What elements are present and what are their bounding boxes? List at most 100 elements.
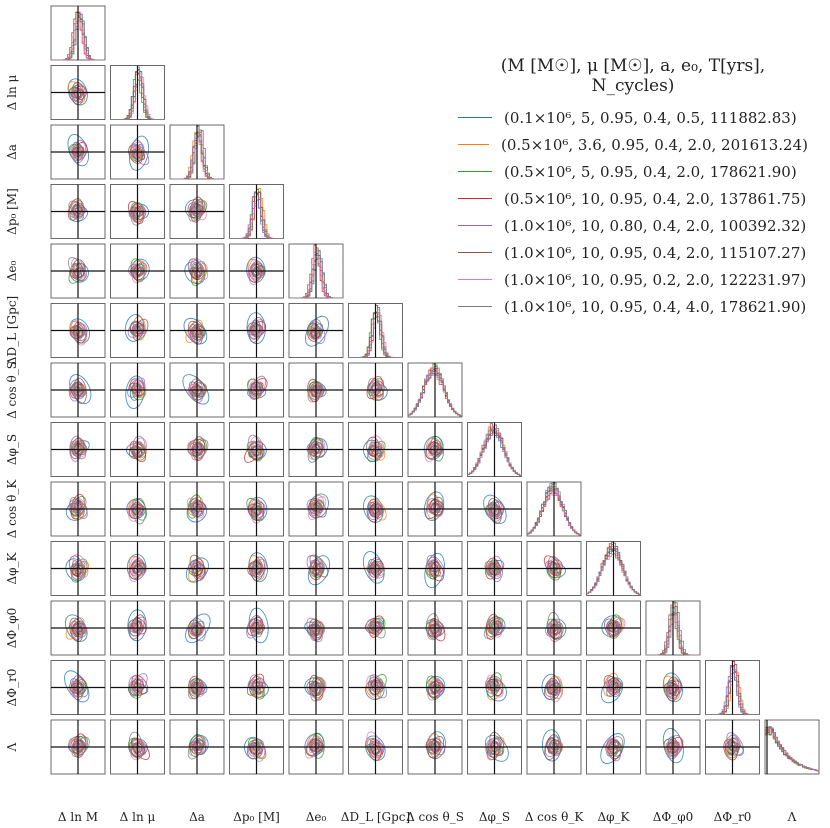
panel-2-1 xyxy=(110,124,165,180)
legend: (M [M☉], μ [M☉], a, e₀, T[yrs], N_cycles… xyxy=(458,56,808,320)
contour-7 xyxy=(426,684,440,695)
contour-1 xyxy=(369,441,386,461)
contour-6 xyxy=(190,560,203,572)
panel-10-6 xyxy=(407,600,463,656)
legend-label: (1.0×10⁶, 10, 0.80, 0.4, 2.0, 100392.32) xyxy=(504,216,807,235)
contour-7 xyxy=(70,440,87,460)
panel-8-7 xyxy=(467,481,522,537)
contour-6 xyxy=(187,440,203,459)
panel-3-1 xyxy=(110,184,165,239)
contour-7 xyxy=(425,557,439,577)
panel-1-0 xyxy=(50,65,106,120)
panel-12-0 xyxy=(50,719,106,775)
contour-5 xyxy=(189,498,204,517)
contour-7 xyxy=(72,680,89,698)
panel-10-4 xyxy=(288,600,344,656)
y-axis-label-s: Δφ_S xyxy=(5,434,19,465)
legend-swatch xyxy=(458,144,489,145)
panel-6-2 xyxy=(169,362,225,418)
contour-7 xyxy=(135,504,144,518)
legend-swatch xyxy=(458,306,492,307)
contour-2 xyxy=(246,441,263,462)
contour-7 xyxy=(187,678,204,700)
histogram-7 xyxy=(110,70,165,120)
panel-4-0 xyxy=(50,243,106,299)
contour-3 xyxy=(247,560,262,576)
y-axis-label-k: Δφ_K xyxy=(5,551,19,584)
panel-12-10 xyxy=(645,719,701,775)
panel-12-4 xyxy=(288,719,344,775)
contour-6 xyxy=(371,506,385,517)
contour-7 xyxy=(608,622,622,634)
contour-7 xyxy=(191,439,209,461)
contour-6 xyxy=(250,265,258,279)
contour-7 xyxy=(490,683,498,690)
contour-6 xyxy=(252,441,260,453)
legend-item: (1.0×10⁶, 10, 0.95, 0.2, 2.0, 122231.97) xyxy=(458,266,808,293)
panel-4-3 xyxy=(229,243,284,299)
contour-6 xyxy=(191,200,207,221)
contour-6 xyxy=(192,741,203,752)
panel-12-6 xyxy=(407,719,463,775)
panel-9-5 xyxy=(348,541,403,596)
panel-7-0 xyxy=(50,422,106,477)
legend-items: (0.1×10⁶, 5, 0.95, 0.4, 0.5, 111882.83) (… xyxy=(458,104,808,320)
contour-7 xyxy=(69,497,88,519)
contour-6 xyxy=(248,380,262,397)
contour-7 xyxy=(250,739,264,750)
contour-4 xyxy=(606,738,621,762)
contour-7 xyxy=(192,263,205,276)
histogram-7 xyxy=(527,482,582,536)
panel-11-10 xyxy=(645,660,701,715)
contour-5 xyxy=(72,560,80,571)
y-axis-label-cos-s: Δ cos θ_S xyxy=(5,361,19,419)
panel-7-4 xyxy=(288,422,344,477)
contour-7 xyxy=(192,205,203,217)
contour-7 xyxy=(72,560,86,573)
panel-9-3 xyxy=(229,541,284,596)
contour-7 xyxy=(608,679,623,694)
contour-7 xyxy=(247,434,262,460)
contour-6 xyxy=(132,325,146,335)
panel-7-6 xyxy=(407,422,463,477)
legend-swatch xyxy=(458,225,492,226)
contour-6 xyxy=(70,201,85,220)
panel-10-3 xyxy=(229,600,284,656)
contour-7 xyxy=(488,622,499,634)
y-axis-label-ln: Δ ln μ xyxy=(5,74,19,110)
contour-7 xyxy=(249,618,264,638)
x-axis-label-0: ΔΦ_φ0 xyxy=(653,810,694,824)
contour-6 xyxy=(72,441,87,458)
contour-5 xyxy=(187,258,202,279)
y-axis-label-d-l-gpc: ΔD_L [Gpc] xyxy=(5,296,19,365)
panel-9-4 xyxy=(288,541,344,596)
panel-10-2 xyxy=(169,600,225,656)
contour-7 xyxy=(485,503,500,520)
legend-item: (0.1×10⁶, 5, 0.95, 0.4, 0.5, 111882.83) xyxy=(458,104,808,131)
y-axis-label-p-m: Δp₀ [M] xyxy=(5,188,19,235)
contour-6 xyxy=(486,618,503,638)
panel-5-5 xyxy=(348,303,403,358)
x-axis-label-s: Δφ_S xyxy=(479,810,510,824)
contour-7 xyxy=(131,737,140,751)
contour-7 xyxy=(547,612,561,639)
histogram-7 xyxy=(289,250,343,299)
contour-5 xyxy=(666,676,680,702)
panel-7-3 xyxy=(229,422,284,477)
contour-7 xyxy=(135,441,143,453)
contour-7 xyxy=(68,143,83,162)
contour-6 xyxy=(73,91,80,97)
panel-9-6 xyxy=(407,541,463,596)
contour-0 xyxy=(363,495,384,523)
contour-5 xyxy=(310,497,327,518)
contour-0 xyxy=(304,733,325,757)
legend-label: (0.5×10⁶, 10, 0.95, 0.4, 2.0, 137861.75) xyxy=(504,189,807,208)
contour-6 xyxy=(373,440,382,453)
panel-8-0 xyxy=(50,481,106,537)
contour-5 xyxy=(129,614,145,640)
y-axis-label-r0: ΔΦ_r0 xyxy=(5,669,19,707)
contour-6 xyxy=(604,737,619,752)
x-axis-label-ln: Δ ln μ xyxy=(120,810,156,824)
legend-item: (0.5×10⁶, 10, 0.95, 0.4, 2.0, 137861.75) xyxy=(458,185,808,212)
contour-4 xyxy=(427,498,444,517)
